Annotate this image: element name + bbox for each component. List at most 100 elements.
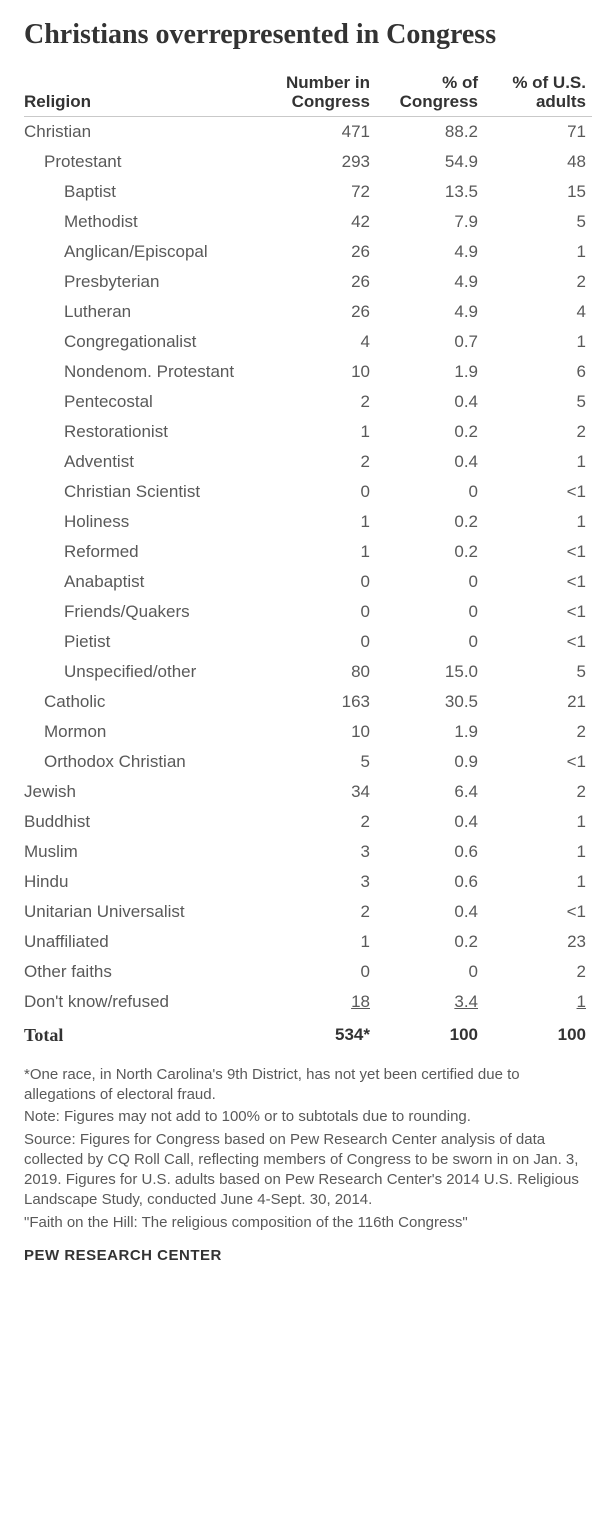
cell-pct-us: <1 — [484, 567, 592, 597]
cell-pct-us: <1 — [484, 747, 592, 777]
table-row: Nondenom. Protestant101.96 — [24, 357, 592, 387]
cell-number: 1 — [258, 537, 376, 567]
table-row: Lutheran264.94 — [24, 297, 592, 327]
cell-pct-us: <1 — [484, 537, 592, 567]
cell-pct-congress: 0.2 — [376, 927, 484, 957]
table-row: Catholic16330.521 — [24, 687, 592, 717]
cell-pct-congress: 0.7 — [376, 327, 484, 357]
cell-pct-congress: 30.5 — [376, 687, 484, 717]
cell-number: 3 — [258, 837, 376, 867]
cell-pct-us: 1 — [484, 837, 592, 867]
cell-number: 5 — [258, 747, 376, 777]
cell-religion: Holiness — [24, 507, 258, 537]
table-row: Christian47188.271 — [24, 116, 592, 147]
cell-religion: Christian Scientist — [24, 477, 258, 507]
table-row: Restorationist10.22 — [24, 417, 592, 447]
cell-pct-congress: 0.2 — [376, 417, 484, 447]
cell-pct-congress: 3.4 — [376, 987, 484, 1017]
cell-pct-congress: 4.9 — [376, 237, 484, 267]
cell-pct-congress: 0.2 — [376, 537, 484, 567]
cell-religion: Congregationalist — [24, 327, 258, 357]
cell-pct-congress: 0 — [376, 567, 484, 597]
cell-pct-us: <1 — [484, 477, 592, 507]
cell-religion: Catholic — [24, 687, 258, 717]
cell-religion: Restorationist — [24, 417, 258, 447]
cell-pct-us: 1 — [484, 867, 592, 897]
table-row: Pentecostal20.45 — [24, 387, 592, 417]
col-header-number: Number in Congress — [258, 69, 376, 117]
cell-pct-congress: 13.5 — [376, 177, 484, 207]
cell-pct-congress: 0 — [376, 597, 484, 627]
table-row: Baptist7213.515 — [24, 177, 592, 207]
cell-number: 0 — [258, 567, 376, 597]
cell-number: 1 — [258, 417, 376, 447]
footnote-line: Note: Figures may not add to 100% or to … — [24, 1107, 592, 1127]
table-row: Methodist427.95 — [24, 207, 592, 237]
cell-religion: Reformed — [24, 537, 258, 567]
cell-religion: Nondenom. Protestant — [24, 357, 258, 387]
cell-number: 26 — [258, 267, 376, 297]
cell-number: 0 — [258, 597, 376, 627]
cell-pct-congress: 0.2 — [376, 507, 484, 537]
cell-pct-congress: 54.9 — [376, 147, 484, 177]
cell-number: 2 — [258, 447, 376, 477]
cell-religion: Adventist — [24, 447, 258, 477]
footnotes: *One race, in North Carolina's 9th Distr… — [24, 1065, 592, 1233]
cell-number: 2 — [258, 387, 376, 417]
cell-number: 0 — [258, 957, 376, 987]
cell-pct-congress: 1.9 — [376, 717, 484, 747]
cell-number: 471 — [258, 116, 376, 147]
cell-pct-us: 1 — [484, 507, 592, 537]
cell-pct-us: 2 — [484, 267, 592, 297]
cell-pct-us: <1 — [484, 597, 592, 627]
cell-number: 1 — [258, 927, 376, 957]
cell-religion: Presbyterian — [24, 267, 258, 297]
total-number: 534* — [258, 1017, 376, 1051]
cell-number: 80 — [258, 657, 376, 687]
cell-religion: Hindu — [24, 867, 258, 897]
cell-pct-congress: 0 — [376, 957, 484, 987]
cell-number: 0 — [258, 627, 376, 657]
cell-pct-us: 1 — [484, 327, 592, 357]
cell-religion: Anglican/Episcopal — [24, 237, 258, 267]
footnote-line: Source: Figures for Congress based on Pe… — [24, 1130, 592, 1211]
table-row: Unitarian Universalist20.4<1 — [24, 897, 592, 927]
total-label: Total — [24, 1017, 258, 1051]
cell-pct-congress: 0 — [376, 627, 484, 657]
cell-number: 2 — [258, 897, 376, 927]
cell-religion: Christian — [24, 116, 258, 147]
table-row: Pietist00<1 — [24, 627, 592, 657]
cell-religion: Jewish — [24, 777, 258, 807]
table-row: Don't know/refused183.41 — [24, 987, 592, 1017]
cell-religion: Unitarian Universalist — [24, 897, 258, 927]
cell-number: 3 — [258, 867, 376, 897]
cell-pct-us: 21 — [484, 687, 592, 717]
cell-pct-congress: 0.6 — [376, 867, 484, 897]
table-row: Protestant29354.948 — [24, 147, 592, 177]
cell-religion: Don't know/refused — [24, 987, 258, 1017]
col-header-pct-us: % of U.S. adults — [484, 69, 592, 117]
cell-religion: Unaffiliated — [24, 927, 258, 957]
cell-religion: Lutheran — [24, 297, 258, 327]
table-row: Other faiths002 — [24, 957, 592, 987]
col-header-religion: Religion — [24, 69, 258, 117]
cell-number: 163 — [258, 687, 376, 717]
cell-pct-us: 1 — [484, 447, 592, 477]
cell-number: 72 — [258, 177, 376, 207]
table-row: Christian Scientist00<1 — [24, 477, 592, 507]
page-title: Christians overrepresented in Congress — [24, 20, 592, 51]
cell-religion: Friends/Quakers — [24, 597, 258, 627]
cell-religion: Pietist — [24, 627, 258, 657]
cell-pct-us: 4 — [484, 297, 592, 327]
cell-religion: Baptist — [24, 177, 258, 207]
table-row: Anabaptist00<1 — [24, 567, 592, 597]
table-row: Adventist20.41 — [24, 447, 592, 477]
cell-number: 26 — [258, 297, 376, 327]
cell-number: 26 — [258, 237, 376, 267]
table-row: Jewish346.42 — [24, 777, 592, 807]
cell-pct-us: 2 — [484, 717, 592, 747]
cell-religion: Mormon — [24, 717, 258, 747]
table-row: Holiness10.21 — [24, 507, 592, 537]
cell-pct-congress: 0 — [376, 477, 484, 507]
source-org: PEW RESEARCH CENTER — [24, 1247, 592, 1264]
